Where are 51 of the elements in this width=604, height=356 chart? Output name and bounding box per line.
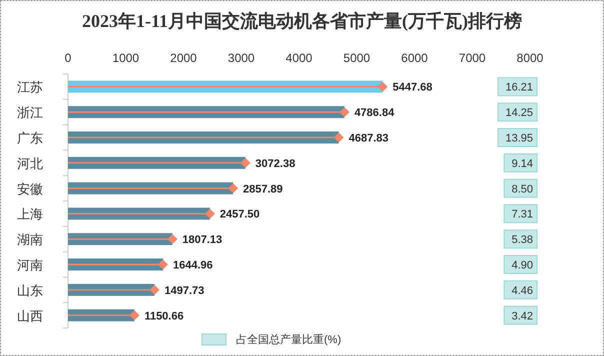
data-label: 4.46 — [512, 284, 533, 297]
data-label: 4.90 — [512, 260, 533, 272]
data-label: 7.31 — [512, 208, 533, 221]
data-label: 4786.84 — [354, 107, 396, 120]
point — [240, 158, 250, 168]
x-tick-label: 0 — [64, 51, 72, 65]
data-label: 1150.66 — [144, 310, 184, 322]
x-tick-label: 6000 — [401, 51, 428, 65]
point — [204, 208, 215, 219]
data-label: 13.95 — [505, 132, 533, 144]
x-tick-label: 2000 — [170, 51, 198, 65]
y-tick-label: 上海 — [17, 206, 43, 222]
data-label: 16.21 — [505, 82, 533, 94]
data-label: 5.38 — [512, 234, 533, 246]
x-tick-label: 7000 — [458, 51, 486, 65]
data-label: 1644.96 — [172, 260, 213, 272]
y-tick-label: 江苏 — [17, 80, 43, 95]
point — [378, 82, 388, 92]
chart-title: 2023年1-11月中国交流电动机各省市产量(万千瓦)排行榜 — [82, 11, 522, 31]
data-label: 3.42 — [512, 310, 533, 322]
x-tick-label: 5000 — [343, 51, 370, 65]
point — [339, 107, 350, 118]
x-tick-label: 1000 — [112, 51, 140, 65]
data-label: 5447.68 — [392, 82, 432, 94]
x-tick-label: 4000 — [286, 51, 313, 65]
point — [158, 260, 168, 270]
y-tick-label: 河北 — [17, 156, 43, 171]
data-label: 9.14 — [512, 158, 533, 170]
point — [334, 132, 344, 142]
legend-label: 占全国总产量比重(%) — [236, 333, 342, 346]
data-label: 2857.89 — [243, 183, 283, 196]
point — [149, 284, 160, 295]
y-tick-label: 山东 — [17, 282, 43, 298]
y-tick-label: 河南 — [17, 258, 43, 272]
y-tick-label: 浙江 — [17, 105, 43, 120]
y-tick-label: 安徽 — [17, 181, 43, 196]
data-label: 4687.83 — [348, 132, 388, 144]
point — [167, 234, 178, 244]
point — [228, 183, 238, 194]
x-tick-label: 3000 — [228, 51, 255, 65]
data-label: 1497.73 — [164, 284, 204, 297]
data-label: 14.25 — [505, 107, 533, 120]
data-label: 2457.50 — [220, 208, 260, 221]
data-label: 8.50 — [512, 183, 533, 196]
y-tick-label: 山西 — [17, 308, 43, 324]
y-tick-label: 广东 — [17, 130, 43, 146]
point — [129, 310, 140, 320]
data-label: 3072.38 — [255, 158, 296, 170]
x-tick-label: 8000 — [516, 51, 544, 65]
data-label: 1807.13 — [182, 234, 222, 246]
y-tick-label: 湖南 — [17, 232, 43, 248]
